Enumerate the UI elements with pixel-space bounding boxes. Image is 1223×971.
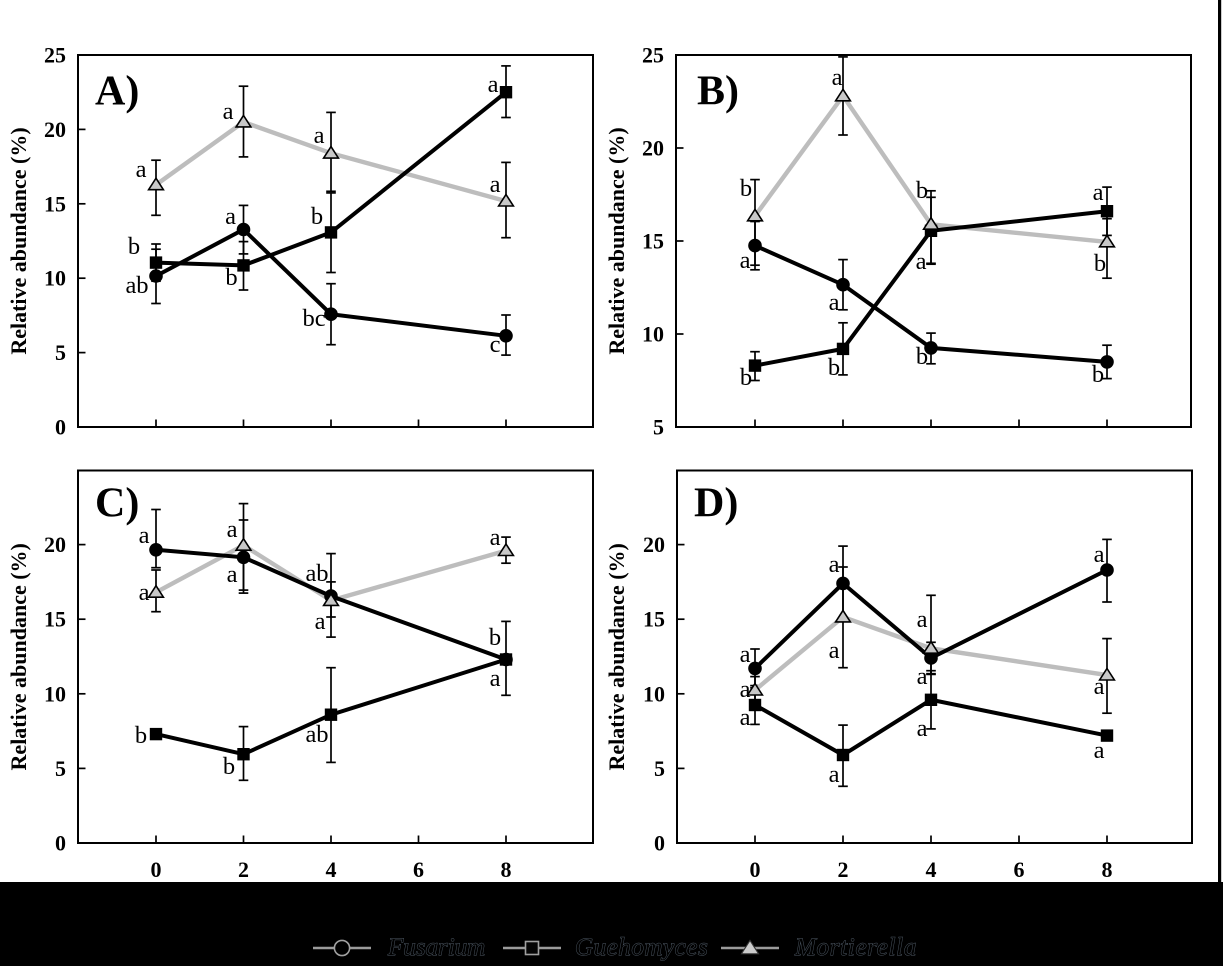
svg-text:Relative abundance (%): Relative abundance (%) bbox=[6, 127, 31, 354]
svg-text:ab: ab bbox=[305, 721, 328, 748]
svg-text:A): A) bbox=[95, 69, 139, 115]
svg-text:8: 8 bbox=[1102, 857, 1113, 882]
svg-text:Relative abundance (%): Relative abundance (%) bbox=[604, 543, 629, 770]
svg-text:a: a bbox=[314, 122, 325, 149]
svg-text:a: a bbox=[829, 637, 840, 664]
svg-text:5: 5 bbox=[55, 340, 66, 365]
svg-text:a: a bbox=[832, 64, 843, 91]
svg-text:a: a bbox=[740, 676, 751, 703]
svg-text:15: 15 bbox=[44, 191, 66, 216]
svg-text:20: 20 bbox=[643, 532, 665, 557]
svg-text:b: b bbox=[489, 624, 501, 651]
svg-text:15: 15 bbox=[44, 607, 66, 632]
svg-text:b: b bbox=[916, 343, 928, 370]
svg-text:2: 2 bbox=[238, 857, 249, 882]
svg-text:a: a bbox=[1094, 737, 1105, 764]
svg-text:15: 15 bbox=[643, 607, 665, 632]
svg-text:a: a bbox=[227, 516, 238, 543]
svg-text:Relative abundance (%): Relative abundance (%) bbox=[604, 127, 629, 354]
svg-text:a: a bbox=[490, 524, 501, 551]
svg-text:b: b bbox=[225, 264, 237, 291]
svg-text:20: 20 bbox=[44, 532, 66, 557]
svg-text:15: 15 bbox=[642, 229, 664, 254]
svg-text:b: b bbox=[916, 177, 928, 204]
svg-text:25: 25 bbox=[642, 43, 664, 68]
svg-text:a: a bbox=[1094, 541, 1105, 568]
svg-text:b: b bbox=[223, 753, 235, 780]
svg-text:0: 0 bbox=[55, 415, 66, 440]
svg-text:b: b bbox=[1094, 250, 1106, 277]
svg-text:B): B) bbox=[697, 69, 739, 115]
svg-text:a: a bbox=[490, 171, 501, 198]
svg-text:a: a bbox=[490, 665, 501, 692]
svg-text:Relative abundance (%): Relative abundance (%) bbox=[6, 543, 31, 770]
svg-text:10: 10 bbox=[643, 681, 665, 706]
svg-text:25: 25 bbox=[44, 43, 66, 68]
svg-text:a: a bbox=[488, 71, 499, 98]
svg-text:C): C) bbox=[95, 481, 139, 527]
svg-text:10: 10 bbox=[44, 266, 66, 291]
svg-text:6: 6 bbox=[1014, 857, 1025, 882]
svg-text:0: 0 bbox=[151, 857, 162, 882]
svg-text:a: a bbox=[139, 579, 150, 606]
svg-text:a: a bbox=[829, 761, 840, 788]
svg-text:a: a bbox=[1093, 179, 1104, 206]
svg-text:4: 4 bbox=[926, 857, 937, 882]
svg-text:0: 0 bbox=[750, 857, 761, 882]
svg-text:ab: ab bbox=[125, 272, 148, 299]
svg-text:20: 20 bbox=[642, 136, 664, 161]
svg-text:Mortierella: Mortierella bbox=[794, 934, 917, 961]
svg-text:b: b bbox=[740, 175, 752, 202]
svg-text:6: 6 bbox=[413, 857, 424, 882]
svg-text:a: a bbox=[136, 156, 147, 183]
svg-text:a: a bbox=[223, 98, 234, 125]
svg-text:ab: ab bbox=[305, 560, 328, 587]
svg-text:bc: bc bbox=[302, 305, 325, 332]
svg-text:20: 20 bbox=[44, 117, 66, 142]
svg-text:b: b bbox=[740, 364, 752, 391]
svg-text:10: 10 bbox=[642, 322, 664, 347]
svg-text:Fusarium: Fusarium bbox=[387, 934, 485, 961]
svg-text:0: 0 bbox=[55, 831, 66, 856]
svg-text:b: b bbox=[828, 354, 840, 381]
svg-text:2: 2 bbox=[838, 857, 849, 882]
svg-text:8: 8 bbox=[501, 857, 512, 882]
svg-text:D): D) bbox=[694, 481, 738, 527]
svg-text:5: 5 bbox=[55, 756, 66, 781]
svg-text:b: b bbox=[135, 722, 147, 749]
svg-text:a: a bbox=[917, 606, 928, 633]
svg-text:c: c bbox=[490, 331, 501, 358]
svg-text:0: 0 bbox=[654, 831, 665, 856]
svg-text:a: a bbox=[740, 704, 751, 731]
svg-text:b: b bbox=[128, 233, 140, 260]
svg-text:a: a bbox=[315, 608, 326, 635]
svg-text:5: 5 bbox=[654, 756, 665, 781]
svg-text:b: b bbox=[1092, 361, 1104, 388]
svg-text:a: a bbox=[829, 289, 840, 316]
svg-text:Guehomyces: Guehomyces bbox=[575, 934, 708, 961]
svg-text:4: 4 bbox=[326, 857, 337, 882]
svg-text:a: a bbox=[1094, 673, 1105, 700]
svg-text:a: a bbox=[225, 203, 236, 230]
svg-text:a: a bbox=[917, 715, 928, 742]
svg-text:a: a bbox=[916, 248, 927, 275]
svg-text:b: b bbox=[311, 203, 323, 230]
svg-text:a: a bbox=[829, 551, 840, 578]
svg-text:a: a bbox=[740, 247, 751, 274]
svg-text:a: a bbox=[227, 561, 238, 588]
svg-text:a: a bbox=[740, 641, 751, 668]
svg-text:a: a bbox=[917, 663, 928, 690]
svg-text:10: 10 bbox=[44, 681, 66, 706]
svg-text:a: a bbox=[139, 522, 150, 549]
svg-text:5: 5 bbox=[653, 415, 664, 440]
